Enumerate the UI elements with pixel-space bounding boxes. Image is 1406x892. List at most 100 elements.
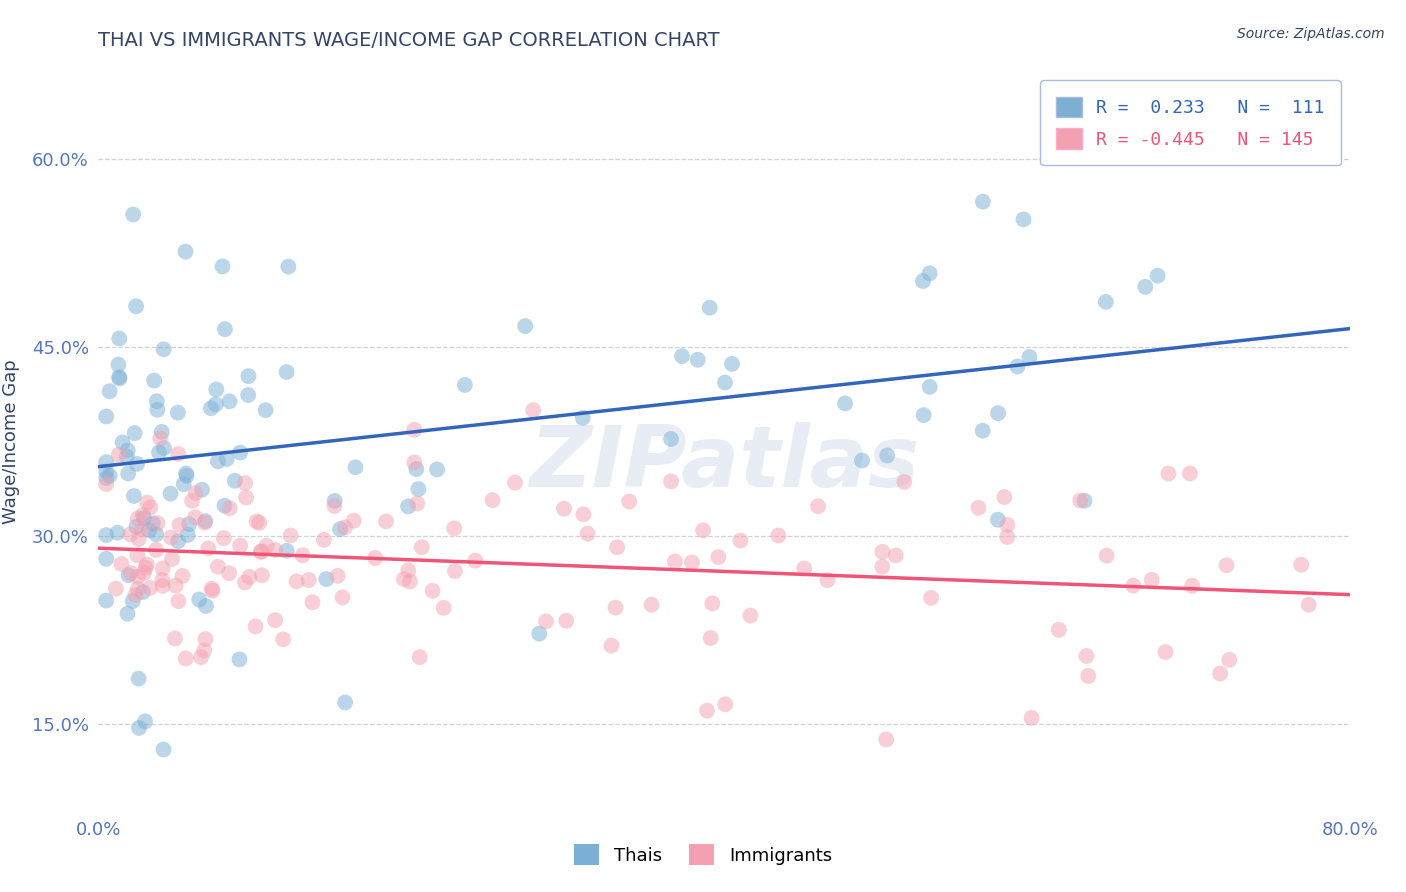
Point <box>172 569 194 583</box>
Point <box>1181 579 1204 593</box>
Point <box>1012 212 1035 227</box>
Point <box>218 501 240 516</box>
Point <box>117 607 139 621</box>
Point <box>127 548 149 562</box>
Point <box>280 528 302 542</box>
Point <box>120 566 142 580</box>
Point <box>714 698 737 712</box>
Point <box>699 631 721 645</box>
Point <box>1047 623 1070 637</box>
Point <box>218 394 240 409</box>
Point <box>807 500 830 514</box>
Point <box>444 564 467 578</box>
Point <box>148 445 170 459</box>
Point <box>411 540 433 554</box>
Point <box>851 453 873 467</box>
Point <box>555 614 578 628</box>
Point <box>136 495 159 509</box>
Point <box>201 582 224 596</box>
Point <box>1215 558 1237 573</box>
Point <box>692 524 714 538</box>
Point <box>454 378 477 392</box>
Point <box>768 528 790 542</box>
Point <box>1007 359 1029 374</box>
Point <box>1077 669 1099 683</box>
Point <box>205 383 228 397</box>
Point <box>229 445 252 459</box>
Point <box>115 450 138 464</box>
Point <box>696 704 718 718</box>
Point <box>793 561 815 575</box>
Point <box>165 578 187 592</box>
Point <box>987 406 1010 420</box>
Point <box>152 343 174 357</box>
Point <box>995 530 1018 544</box>
Point <box>128 721 150 735</box>
Point <box>108 370 131 384</box>
Point <box>107 358 129 372</box>
Point <box>160 531 183 545</box>
Point <box>740 608 762 623</box>
Point <box>1076 648 1098 663</box>
Point <box>122 207 145 221</box>
Point <box>152 742 174 756</box>
Point <box>671 349 693 363</box>
Point <box>132 585 155 599</box>
Point <box>127 570 149 584</box>
Point <box>707 550 730 565</box>
Point <box>571 410 593 425</box>
Point <box>834 396 856 410</box>
Point <box>173 477 195 491</box>
Point <box>329 522 352 536</box>
Point <box>404 455 426 469</box>
Point <box>193 643 215 657</box>
Point <box>111 435 134 450</box>
Point <box>245 515 267 529</box>
Point <box>132 566 155 580</box>
Point <box>1095 294 1118 309</box>
Point <box>150 425 173 439</box>
Point <box>422 583 444 598</box>
Point <box>146 402 169 417</box>
Point <box>201 583 224 598</box>
Y-axis label: Wage/Income Gap: Wage/Income Gap <box>3 359 21 524</box>
Point <box>247 516 270 530</box>
Point <box>194 516 217 530</box>
Point <box>124 426 146 441</box>
Point <box>332 591 354 605</box>
Point <box>167 594 190 608</box>
Point <box>135 560 157 574</box>
Point <box>987 513 1010 527</box>
Point <box>139 581 162 595</box>
Point <box>143 374 166 388</box>
Point <box>96 528 118 542</box>
Point <box>108 331 131 345</box>
Point <box>152 573 174 587</box>
Point <box>399 574 422 589</box>
Point <box>640 598 662 612</box>
Point <box>128 532 150 546</box>
Point <box>576 526 599 541</box>
Point <box>214 322 236 336</box>
Point <box>184 486 207 500</box>
Point <box>1209 666 1232 681</box>
Point <box>104 582 127 596</box>
Point <box>433 600 456 615</box>
Point <box>1140 573 1163 587</box>
Point <box>426 462 449 476</box>
Point <box>1021 711 1043 725</box>
Point <box>96 409 118 424</box>
Point <box>238 570 260 584</box>
Point <box>224 474 246 488</box>
Point <box>233 575 256 590</box>
Point <box>138 524 160 538</box>
Point <box>323 499 346 513</box>
Point <box>194 514 217 528</box>
Point <box>96 593 118 607</box>
Point <box>326 569 349 583</box>
Point <box>817 573 839 587</box>
Point <box>249 545 271 559</box>
Point <box>872 545 894 559</box>
Point <box>344 460 367 475</box>
Point <box>264 543 287 558</box>
